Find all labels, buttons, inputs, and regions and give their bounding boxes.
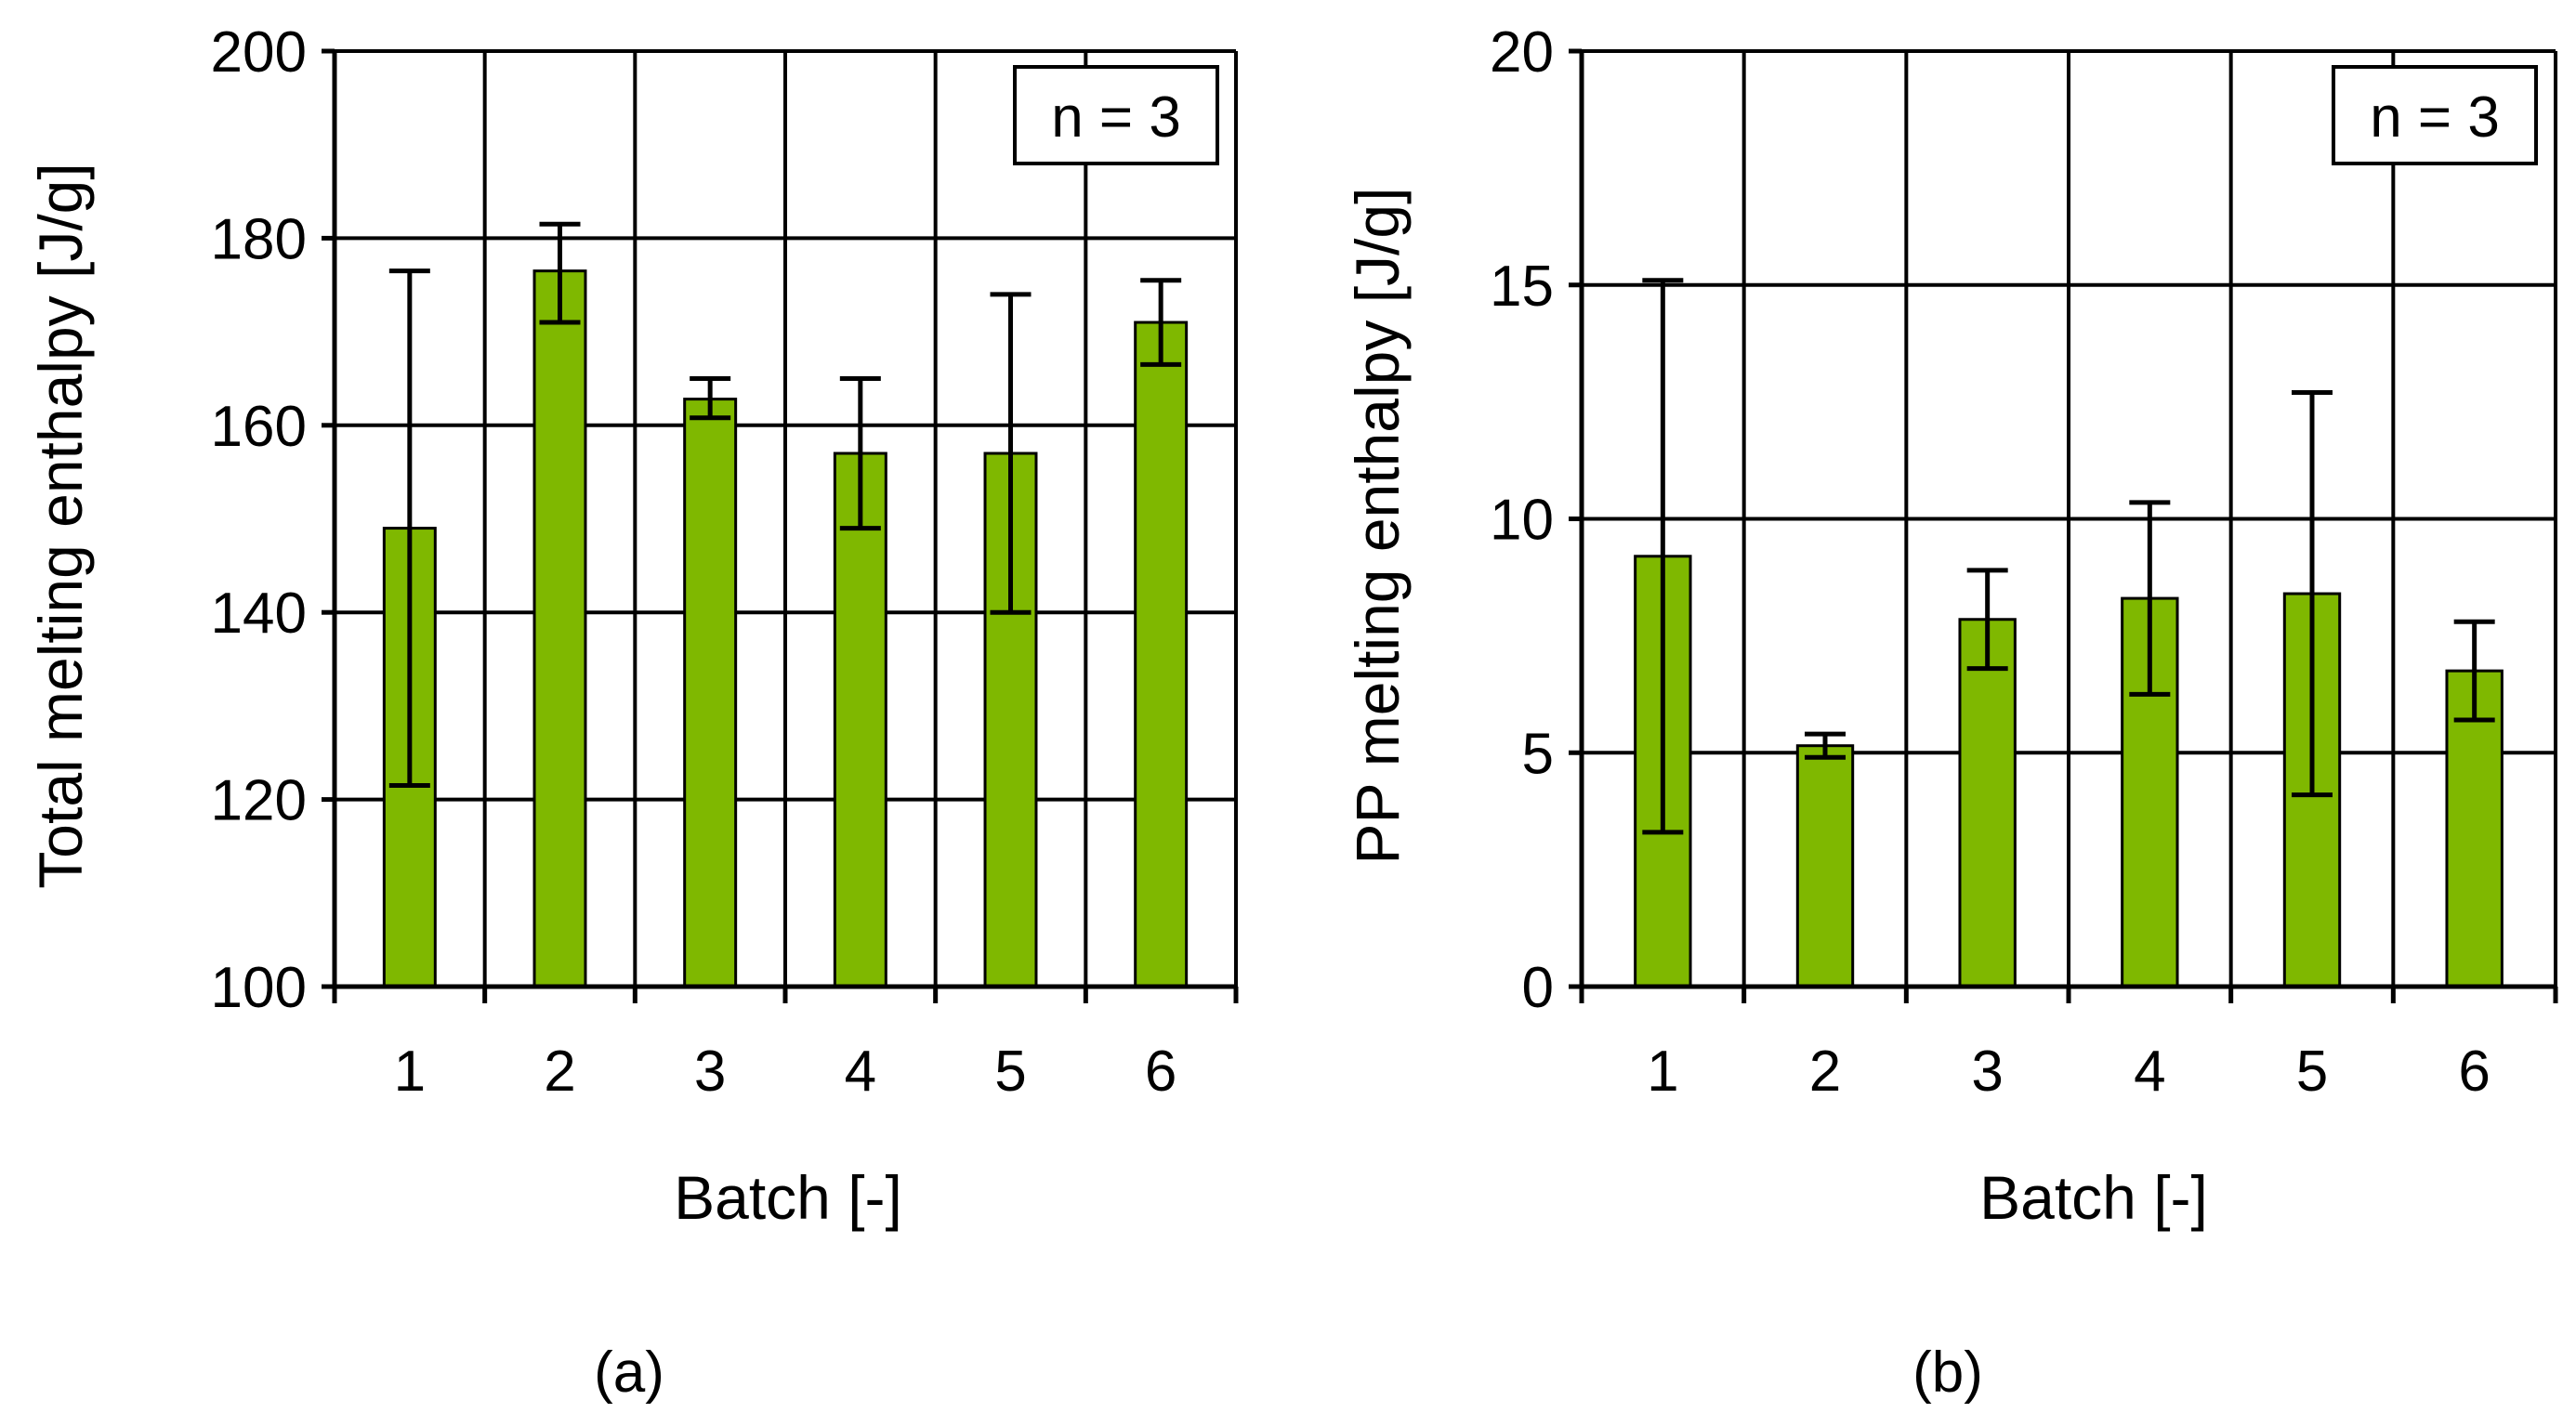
grid-lines-b	[1582, 49, 2557, 987]
bar-batch-2	[1795, 744, 1855, 988]
y-tick-labels-b: 0 5 10 15 20	[1490, 20, 1554, 1020]
bar-batch-4	[833, 451, 887, 988]
x-tick-label-3: 3	[694, 1040, 726, 1104]
error-bars-a	[388, 221, 1182, 788]
x-tick-label-4: 4	[845, 1040, 876, 1104]
annotation-box-a	[1013, 65, 1219, 165]
x-tick-label-2: 2	[1809, 1040, 1841, 1104]
y-tick-labels-a: 100 120 140 160 180 200	[211, 20, 307, 1020]
annotation-text-a: n = 3	[1051, 85, 1181, 150]
legend-box-a: n = 3	[1013, 65, 1219, 165]
grid-lines-a	[335, 49, 1238, 987]
y-tick-label: 160	[211, 395, 307, 459]
bars-a	[382, 269, 1189, 988]
x-tick-label-1: 1	[1647, 1040, 1678, 1104]
y-tick-label: 140	[211, 582, 307, 646]
y-tick-label: 180	[211, 207, 307, 271]
y-axis-title-a: Total melting enthalpy [J/g]	[26, 163, 95, 888]
x-tick-label-4: 4	[2134, 1040, 2165, 1104]
bar-batch-3	[683, 398, 738, 988]
axes-b	[1569, 48, 2558, 1003]
x-tick-label-5: 5	[994, 1040, 1026, 1104]
x-tick-labels-a: 1 2 3 4 5 6	[394, 1040, 1177, 1104]
bar-batch-2	[532, 269, 587, 988]
y-tick-label: 5	[1522, 722, 1554, 786]
bar-batch-3	[1958, 618, 2017, 988]
y-tick-label: 20	[1490, 20, 1554, 85]
legend-box-b: n = 3	[2332, 65, 2538, 165]
bar-batch-6	[1134, 321, 1189, 988]
y-tick-label: 200	[211, 20, 307, 85]
x-axis-title-a: Batch [-]	[674, 1163, 902, 1232]
x-tick-label-5: 5	[2296, 1040, 2328, 1104]
error-bars-b	[1642, 278, 2495, 835]
y-axis-title-b: PP melting enthalpy [J/g]	[1343, 188, 1412, 865]
panel-label-b: (b)	[1912, 1341, 1983, 1405]
annotation-text-b: n = 3	[2370, 85, 2500, 150]
x-tick-label-6: 6	[2458, 1040, 2490, 1104]
x-axis-title-b: Batch [-]	[1979, 1163, 2208, 1232]
x-tick-labels-b: 1 2 3 4 5 6	[1647, 1040, 2491, 1104]
x-tick-label-1: 1	[394, 1040, 426, 1104]
x-tick-label-6: 6	[1145, 1040, 1176, 1104]
x-tick-label-2: 2	[544, 1040, 575, 1104]
chart-panel-b: 0 5 10 15 20 1 2 3 4 5 6 n = 3 Batch [-] PP melti…	[1343, 20, 2558, 1405]
panel-label-a: (a)	[594, 1341, 664, 1405]
y-tick-label: 10	[1490, 489, 1554, 553]
y-tick-label: 15	[1490, 255, 1554, 319]
axes-a	[322, 48, 1239, 1003]
x-tick-label-3: 3	[1971, 1040, 2003, 1104]
y-tick-label: 120	[211, 769, 307, 833]
y-tick-label: 100	[211, 956, 307, 1020]
y-tick-label: 0	[1522, 956, 1554, 1020]
chart-panel-a: 100 120 140 160 180 200 1 2 3 4 5 6 n = 3 Batch [-…	[26, 20, 1239, 1405]
annotation-box-b	[2332, 65, 2538, 165]
